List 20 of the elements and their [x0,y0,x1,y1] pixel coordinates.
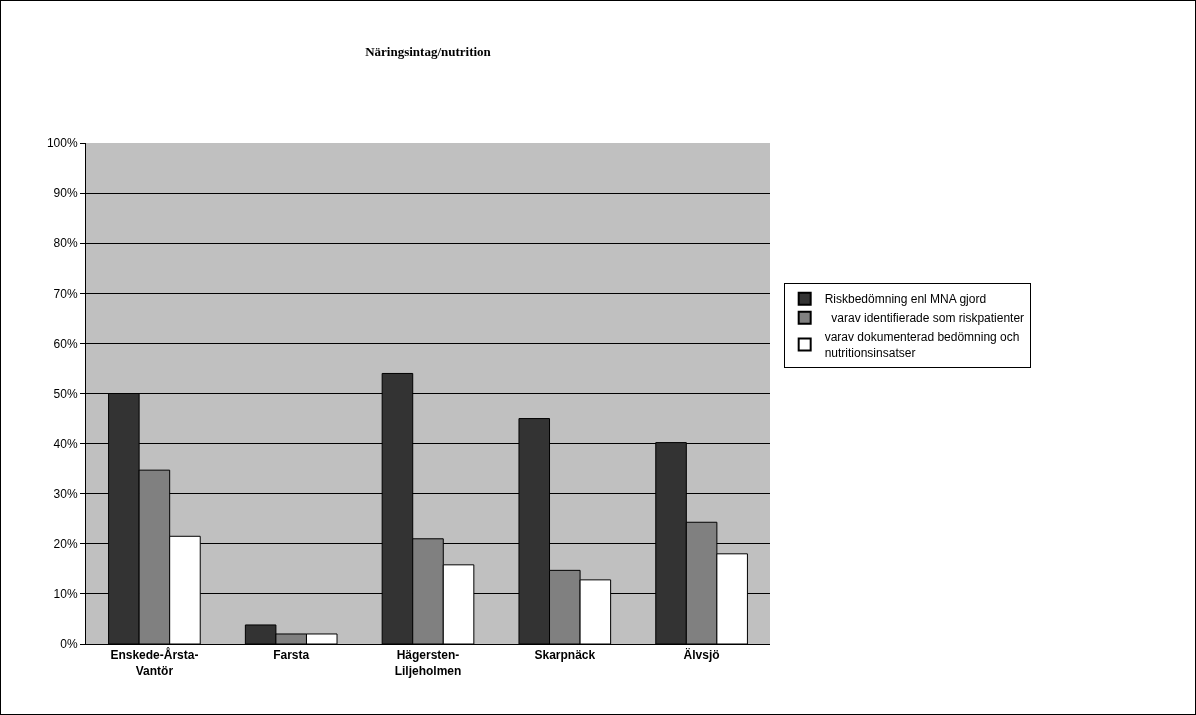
x-tick-label: Enskede-Årsta- Vantör [110,647,199,678]
y-tick-label: 40% [53,436,78,451]
y-tick-label: 90% [53,186,78,201]
y-tick-label: 20% [53,537,78,551]
x-tick-label: Farsta [273,648,310,663]
y-tick-label: 100% [46,136,78,151]
x-tick-label: Hägersten- Liljeholmen [394,648,462,678]
x-tick-label: Älvsjö [683,647,720,663]
legend-label: varav identifierade som riskpatienter [824,311,1025,326]
legend-label: varav dokumenterad bedömning och nutritionsinsatser [824,330,1020,360]
y-tick-label: 30% [53,486,78,501]
y-tick-label: 10% [53,587,78,602]
y-tick-label: 70% [53,286,78,301]
y-tick-label: 0% [60,637,78,652]
y-tick-label: 50% [53,386,78,401]
chart-title: Näringsintag/nutrition [365,44,492,60]
legend-label: Riskbedömning enl MNA gjord [824,292,987,307]
x-tick-label: Skarpnäck [534,648,596,663]
y-tick-label: 80% [53,236,78,251]
y-tick-label: 60% [53,336,78,351]
